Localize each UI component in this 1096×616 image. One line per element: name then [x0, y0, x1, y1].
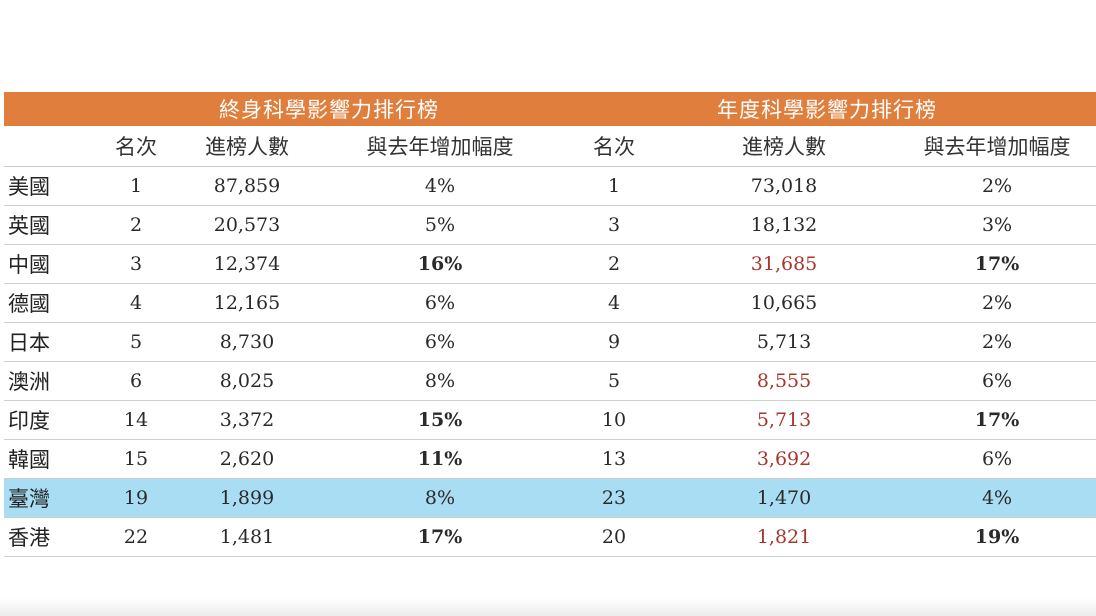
- lifetime-count-cell: 3,372: [172, 400, 322, 440]
- table-row: 美國 1 87,859 4% 1 73,018 2%: [4, 166, 1096, 206]
- lifetime-growth-cell: 8%: [322, 478, 559, 518]
- country-cell: 英國: [4, 205, 100, 245]
- annual-rank-cell: 20: [558, 517, 671, 557]
- country-cell: 中國: [4, 244, 100, 284]
- annual-count-cell: 1,470: [670, 478, 899, 518]
- lifetime-growth-cell: 16%: [322, 244, 559, 284]
- science-influence-ranking-table: 終身科學影響力排行榜 年度科學影響力排行榜 名次 進榜人數 與去年增加幅度 名次…: [4, 92, 1096, 557]
- lifetime-count-cell: 1,481: [172, 517, 322, 557]
- annual-count-cell: 5,713: [670, 322, 899, 362]
- lifetime-rank-cell: 2: [100, 205, 172, 245]
- annual-growth-cell: 3%: [898, 205, 1096, 245]
- lifetime-growth-cell: 8%: [322, 361, 559, 401]
- bottom-shadow-divider: [0, 598, 1096, 616]
- annual-rank-cell: 4: [558, 283, 671, 323]
- annual-count-cell: 5,713: [670, 400, 899, 440]
- country-cell: 德國: [4, 283, 100, 323]
- group-header-spacer: [4, 92, 100, 126]
- annual-growth-cell: 6%: [898, 439, 1096, 479]
- lifetime-rank-header: 名次: [100, 126, 172, 167]
- annual-growth-header: 與去年增加幅度: [898, 126, 1096, 167]
- lifetime-growth-cell: 6%: [322, 322, 559, 362]
- group-header-row: 終身科學影響力排行榜 年度科學影響力排行榜: [4, 92, 1096, 126]
- table-row: 中國 3 12,374 16% 2 31,685 17%: [4, 244, 1096, 284]
- annual-count-cell: 1,821: [670, 517, 899, 557]
- lifetime-count-header: 進榜人數: [172, 126, 322, 167]
- lifetime-growth-cell: 6%: [322, 283, 559, 323]
- annual-count-cell: 3,692: [670, 439, 899, 479]
- table-row: 韓國 15 2,620 11% 13 3,692 6%: [4, 439, 1096, 479]
- annual-growth-cell: 4%: [898, 478, 1096, 518]
- table-row: 德國 4 12,165 6% 4 10,665 2%: [4, 283, 1096, 323]
- country-cell: 臺灣: [4, 478, 100, 518]
- table-row: 印度 14 3,372 15% 10 5,713 17%: [4, 400, 1096, 440]
- annual-count-header: 進榜人數: [670, 126, 899, 167]
- lifetime-rank-cell: 4: [100, 283, 172, 323]
- lifetime-rank-cell: 6: [100, 361, 172, 401]
- country-cell: 日本: [4, 322, 100, 362]
- annual-rank-cell: 10: [558, 400, 671, 440]
- lifetime-growth-cell: 5%: [322, 205, 559, 245]
- lifetime-growth-cell: 17%: [322, 517, 559, 557]
- lifetime-growth-cell: 15%: [322, 400, 559, 440]
- lifetime-rank-cell: 3: [100, 244, 172, 284]
- lifetime-count-cell: 20,573: [172, 205, 322, 245]
- annual-rank-header: 名次: [558, 126, 671, 167]
- annual-count-cell: 18,132: [670, 205, 899, 245]
- ranking-table-container: 終身科學影響力排行榜 年度科學影響力排行榜 名次 進榜人數 與去年增加幅度 名次…: [4, 92, 1096, 557]
- table-row-highlighted: 臺灣 19 1,899 8% 23 1,470 4%: [4, 478, 1096, 518]
- annual-count-cell: 10,665: [670, 283, 899, 323]
- annual-rank-cell: 5: [558, 361, 671, 401]
- country-cell: 印度: [4, 400, 100, 440]
- table-row: 澳洲 6 8,025 8% 5 8,555 6%: [4, 361, 1096, 401]
- annual-growth-cell: 19%: [898, 517, 1096, 557]
- lifetime-count-cell: 87,859: [172, 166, 322, 206]
- annual-rank-cell: 3: [558, 205, 671, 245]
- lifetime-rank-cell: 5: [100, 322, 172, 362]
- country-column-header: [4, 126, 100, 167]
- lifetime-growth-cell: 4%: [322, 166, 559, 206]
- lifetime-count-cell: 12,165: [172, 283, 322, 323]
- annual-growth-cell: 17%: [898, 400, 1096, 440]
- annual-growth-cell: 6%: [898, 361, 1096, 401]
- annual-count-cell: 8,555: [670, 361, 899, 401]
- lifetime-rank-cell: 15: [100, 439, 172, 479]
- lifetime-growth-cell: 11%: [322, 439, 559, 479]
- lifetime-rank-cell: 14: [100, 400, 172, 440]
- table-row: 日本 5 8,730 6% 9 5,713 2%: [4, 322, 1096, 362]
- annual-rank-cell: 13: [558, 439, 671, 479]
- lifetime-count-cell: 1,899: [172, 478, 322, 518]
- country-cell: 美國: [4, 166, 100, 206]
- lifetime-rank-cell: 19: [100, 478, 172, 518]
- annual-ranking-title: 年度科學影響力排行榜: [558, 92, 1096, 126]
- annual-growth-cell: 2%: [898, 322, 1096, 362]
- lifetime-count-cell: 8,730: [172, 322, 322, 362]
- annual-growth-cell: 17%: [898, 244, 1096, 284]
- annual-rank-cell: 23: [558, 478, 671, 518]
- lifetime-rank-cell: 1: [100, 166, 172, 206]
- country-cell: 香港: [4, 517, 100, 557]
- lifetime-rank-cell: 22: [100, 517, 172, 557]
- annual-count-cell: 31,685: [670, 244, 899, 284]
- lifetime-ranking-title: 終身科學影響力排行榜: [100, 92, 559, 126]
- lifetime-count-cell: 2,620: [172, 439, 322, 479]
- annual-count-cell: 73,018: [670, 166, 899, 206]
- table-row: 英國 2 20,573 5% 3 18,132 3%: [4, 205, 1096, 245]
- annual-growth-cell: 2%: [898, 166, 1096, 206]
- annual-rank-cell: 1: [558, 166, 671, 206]
- lifetime-count-cell: 12,374: [172, 244, 322, 284]
- lifetime-count-cell: 8,025: [172, 361, 322, 401]
- annual-rank-cell: 9: [558, 322, 671, 362]
- annual-rank-cell: 2: [558, 244, 671, 284]
- table-row: 香港 22 1,481 17% 20 1,821 19%: [4, 517, 1096, 557]
- annual-growth-cell: 2%: [898, 283, 1096, 323]
- column-header-row: 名次 進榜人數 與去年增加幅度 名次 進榜人數 與去年增加幅度: [4, 126, 1096, 167]
- country-cell: 韓國: [4, 439, 100, 479]
- lifetime-growth-header: 與去年增加幅度: [322, 126, 559, 167]
- country-cell: 澳洲: [4, 361, 100, 401]
